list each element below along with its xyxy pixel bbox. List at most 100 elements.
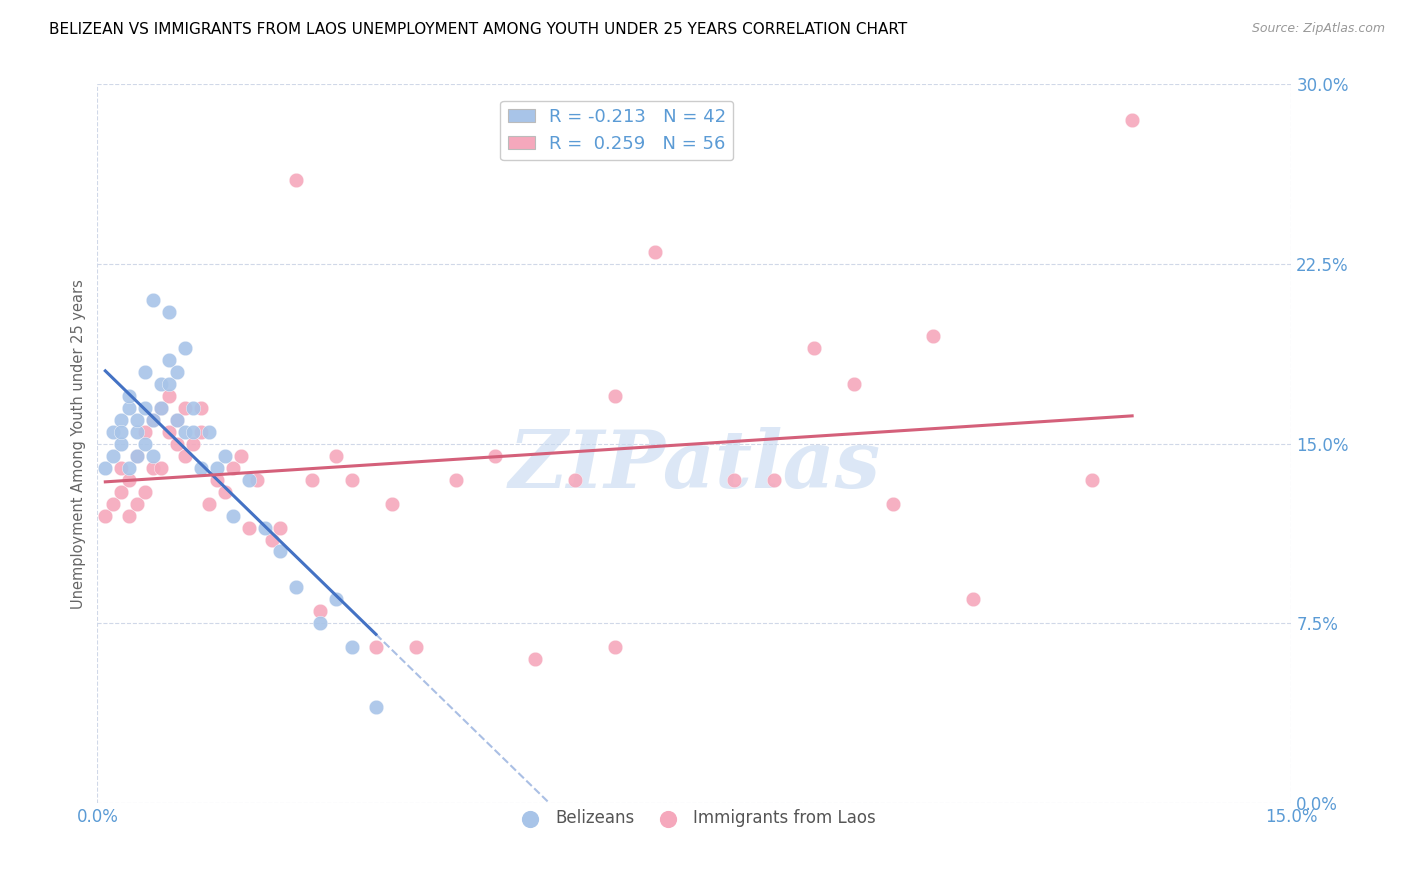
Point (142, 293, 165, 307)
Point (340, 473, 363, 487)
Point (134, 365, 156, 379)
Point (157, 305, 180, 319)
Point (166, 365, 188, 379)
Point (309, 604, 332, 618)
Point (190, 401, 212, 415)
Point (174, 341, 197, 355)
Point (110, 413, 132, 427)
Point (340, 640, 363, 655)
Point (214, 484, 236, 499)
Point (205, 460, 228, 475)
Point (134, 425, 156, 439)
Point (181, 436, 204, 450)
Point (94, 460, 117, 475)
Legend: Belizeans, Immigrants from Laos: Belizeans, Immigrants from Laos (506, 803, 882, 834)
Point (118, 389, 141, 403)
Point (174, 401, 197, 415)
Point (1081, 473, 1104, 487)
Point (110, 460, 132, 475)
Point (181, 401, 204, 415)
Point (150, 376, 173, 391)
Point (157, 352, 180, 367)
Point (103, 497, 125, 511)
Point (157, 425, 180, 439)
Point (325, 592, 347, 607)
Point (166, 413, 188, 427)
Point (762, 473, 785, 487)
Point (142, 460, 165, 475)
Text: ZIPatlas: ZIPatlas (509, 426, 880, 504)
Point (262, 533, 284, 547)
Point (166, 413, 188, 427)
Point (118, 460, 141, 475)
Point (238, 520, 260, 534)
Point (127, 425, 149, 439)
Point (301, 473, 323, 487)
Point (157, 389, 180, 403)
Point (381, 497, 404, 511)
Point (118, 473, 141, 487)
Y-axis label: Unemployment Among Youth under 25 years: Unemployment Among Youth under 25 years (72, 279, 86, 608)
Point (309, 616, 332, 631)
Point (94, 508, 117, 523)
Point (285, 173, 308, 187)
Point (110, 484, 132, 499)
Point (118, 401, 141, 415)
Point (118, 508, 141, 523)
Point (166, 436, 188, 450)
Point (127, 497, 149, 511)
Point (110, 425, 132, 439)
Point (190, 425, 212, 439)
Point (142, 413, 165, 427)
Point (484, 449, 506, 463)
Point (723, 473, 745, 487)
Point (962, 592, 984, 607)
Point (110, 436, 132, 450)
Point (564, 473, 586, 487)
Point (157, 376, 180, 391)
Point (444, 473, 467, 487)
Point (229, 449, 252, 463)
Point (644, 245, 666, 260)
Point (134, 436, 156, 450)
Point (269, 520, 291, 534)
Point (150, 401, 173, 415)
Point (603, 389, 626, 403)
Point (221, 508, 243, 523)
Point (190, 460, 212, 475)
Point (221, 460, 243, 475)
Point (603, 640, 626, 655)
Point (142, 449, 165, 463)
Point (214, 449, 236, 463)
Text: Source: ZipAtlas.com: Source: ZipAtlas.com (1251, 22, 1385, 36)
Point (524, 652, 547, 666)
Point (127, 449, 149, 463)
Point (269, 544, 291, 558)
Point (882, 497, 904, 511)
Point (150, 401, 173, 415)
Point (1121, 113, 1143, 128)
Point (405, 640, 427, 655)
Point (150, 460, 173, 475)
Point (245, 473, 267, 487)
Point (364, 700, 387, 714)
Point (325, 449, 347, 463)
Point (238, 473, 260, 487)
Point (205, 473, 228, 487)
Point (103, 425, 125, 439)
Point (142, 413, 165, 427)
Point (364, 640, 387, 655)
Point (803, 341, 825, 355)
Point (134, 484, 156, 499)
Point (174, 449, 197, 463)
Point (127, 449, 149, 463)
Point (285, 581, 308, 595)
Point (127, 413, 149, 427)
Text: BELIZEAN VS IMMIGRANTS FROM LAOS UNEMPLOYMENT AMONG YOUTH UNDER 25 YEARS CORRELA: BELIZEAN VS IMMIGRANTS FROM LAOS UNEMPLO… (49, 22, 907, 37)
Point (181, 425, 204, 439)
Point (103, 449, 125, 463)
Point (842, 376, 865, 391)
Point (174, 425, 197, 439)
Point (197, 425, 219, 439)
Point (253, 520, 276, 534)
